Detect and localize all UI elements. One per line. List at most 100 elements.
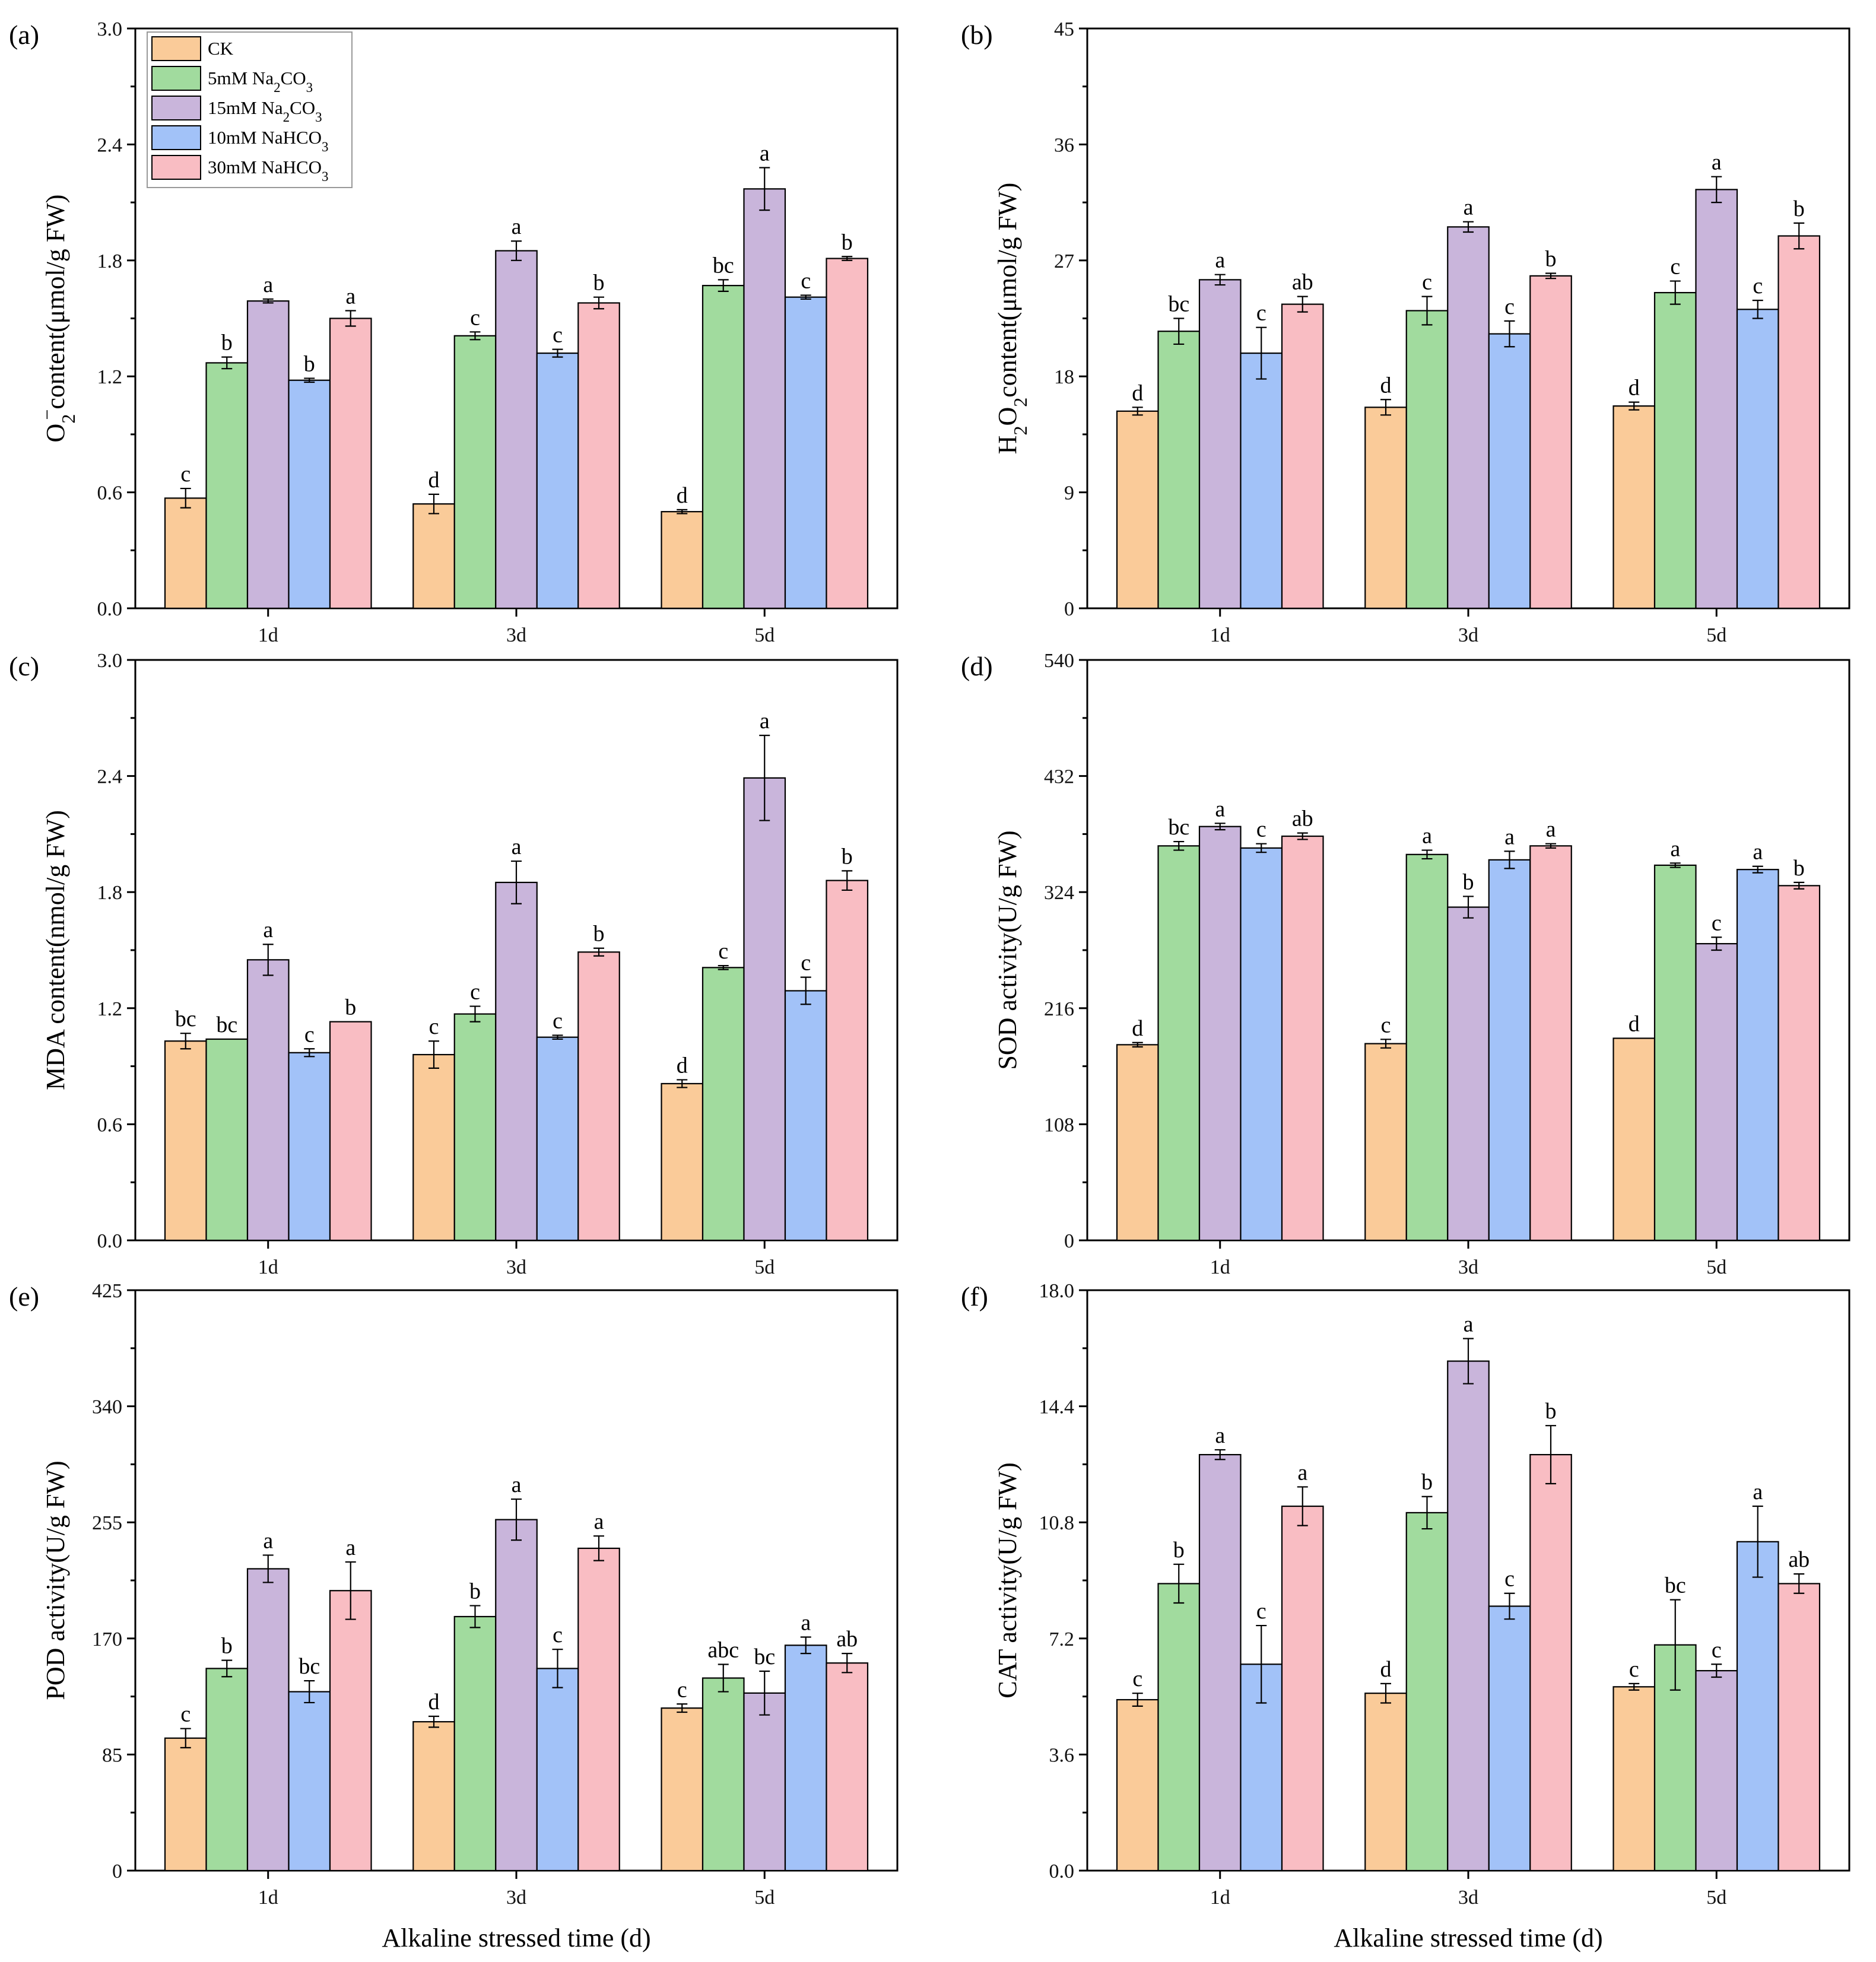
bar (826, 258, 869, 609)
x-tick-label: 5d (1706, 1887, 1726, 1909)
bar (164, 1040, 207, 1242)
bar (288, 1691, 331, 1872)
y-axis-title: H2O2content(μmol/g FW) (993, 183, 1031, 455)
panel-label: (a) (9, 20, 39, 50)
bar (246, 1568, 290, 1872)
panel-label: (b) (961, 20, 993, 50)
significance-label: a (1464, 1312, 1474, 1337)
significance-label: ab (836, 1627, 858, 1652)
bar (288, 1052, 331, 1242)
significance-label: b (221, 331, 233, 355)
significance-label: c (553, 1623, 563, 1647)
significance-label: d (677, 483, 688, 508)
y-tick-label: 432 (1044, 766, 1074, 788)
bar (1281, 835, 1324, 1242)
bar (1447, 906, 1490, 1242)
significance-label: a (263, 1528, 273, 1553)
significance-label: c (1670, 255, 1680, 280)
significance-label: d (677, 1053, 688, 1078)
significance-label: a (512, 1472, 522, 1497)
significance-label: c (470, 980, 480, 1005)
bar (1777, 885, 1821, 1242)
significance-label: c (1712, 1637, 1722, 1662)
y-tick-label: 0.0 (97, 598, 123, 620)
significance-label: b (304, 351, 315, 376)
significance-label: b (593, 922, 605, 947)
bar (205, 1038, 249, 1242)
y-tick-label: 85 (102, 1744, 122, 1766)
bar (329, 318, 372, 609)
significance-label: a (1753, 840, 1763, 865)
chart-panel-b: 0 9 18 27 36 45 1d d bc a c ab 3d d c a c b 5d d c a c b (b) H2O2… (961, 18, 1850, 646)
y-tick-label: 425 (92, 1280, 122, 1302)
bar (1198, 826, 1242, 1242)
significance-label: c (801, 268, 811, 293)
chart-panel-a: 0.0 0.6 1.2 1.8 2.4 3.0 1d c b a b a 3d d c a c b 5d d bc a c b… (9, 18, 899, 646)
legend-label: 15mM Na2CO3 (208, 97, 322, 125)
x-tick-label: 5d (754, 1887, 774, 1909)
y-tick-label: 0 (1064, 598, 1074, 620)
bar (329, 1590, 372, 1872)
bar (1529, 1454, 1572, 1872)
legend-swatch (151, 66, 201, 91)
legend-label: CK (208, 38, 234, 59)
bar (1529, 845, 1572, 1242)
significance-label: b (1794, 856, 1805, 881)
significance-label: b (469, 1579, 481, 1604)
significance-label: b (593, 271, 605, 296)
bar (412, 1721, 455, 1872)
bar (536, 353, 579, 609)
y-axis-title: SOD activity(U/g FW) (993, 830, 1022, 1069)
y-tick-label: 1.8 (97, 882, 123, 904)
bar (1281, 303, 1324, 609)
legend-swatch (151, 96, 201, 120)
panel-label: (c) (9, 651, 39, 681)
significance-label: b (1794, 196, 1805, 221)
bar (412, 1053, 455, 1242)
significance-label: bc (299, 1654, 320, 1679)
y-tick-label: 216 (1044, 998, 1074, 1020)
significance-label: d (1380, 1657, 1392, 1682)
x-tick-label: 5d (1706, 624, 1726, 646)
chart-panel-f: 0.0 3.6 7.2 10.8 14.4 18.0 1d c b a c a 3d d b a c b 5d c bc… (961, 1280, 1850, 1953)
x-tick-label: 1d (258, 624, 278, 646)
panel-label: (d) (961, 651, 993, 681)
x-tick-label: 3d (1458, 1887, 1478, 1909)
bar (536, 1036, 579, 1242)
bar (495, 250, 538, 609)
significance-label: a (263, 272, 273, 297)
y-tick-label: 0.6 (97, 482, 123, 504)
bar (577, 1547, 620, 1872)
significance-label: ab (1292, 270, 1313, 295)
bar (1736, 869, 1779, 1242)
significance-label: d (428, 468, 440, 493)
bar (1157, 845, 1201, 1242)
significance-label: bc (1665, 1573, 1686, 1598)
significance-label: c (180, 462, 191, 487)
bar (1777, 1583, 1821, 1872)
chart-panel-c: 0.0 0.6 1.2 1.8 2.4 3.0 1d bc bc a c b 3d c c a c b 5d d c a c… (9, 650, 899, 1278)
significance-label: ab (1292, 807, 1313, 831)
y-tick-label: 1.2 (97, 998, 123, 1020)
significance-label: a (1504, 824, 1515, 849)
significance-label: b (1545, 247, 1557, 272)
bar (1364, 1693, 1407, 1872)
bar (1447, 226, 1490, 609)
bar (743, 777, 786, 1242)
bar (1240, 847, 1283, 1242)
y-tick-label: 27 (1054, 250, 1074, 272)
x-tick-label: 5d (754, 1256, 774, 1278)
bar (743, 1692, 786, 1872)
bar (246, 959, 290, 1242)
significance-label: bc (713, 253, 734, 278)
bar (701, 1677, 745, 1872)
y-tick-label: 0.0 (97, 1230, 123, 1252)
significance-label: c (1132, 1666, 1142, 1691)
significance-label: bc (175, 1007, 196, 1031)
bar (784, 296, 827, 609)
bar (701, 285, 745, 609)
bar (701, 967, 745, 1242)
bar (1653, 864, 1697, 1242)
